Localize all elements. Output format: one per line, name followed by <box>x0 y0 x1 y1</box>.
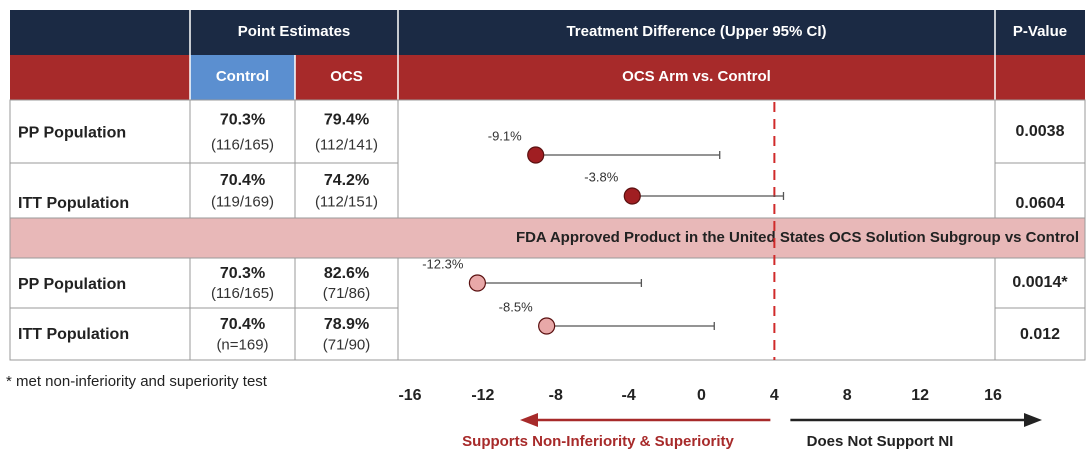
count: (112/141) <box>315 136 378 153</box>
estimate: 70.3% <box>220 111 265 128</box>
count: (n=169) <box>216 336 268 353</box>
subgroup-title: FDA Approved Product in the United State… <box>516 229 1079 246</box>
count: (116/165) <box>211 136 274 153</box>
count: (71/86) <box>323 285 371 302</box>
x-tick-label: -4 <box>622 387 636 404</box>
x-tick-label: 12 <box>911 387 929 404</box>
footnote: * met non-inferiority and superiority te… <box>6 373 268 390</box>
plot-frame <box>397 257 996 361</box>
estimate: 70.4% <box>220 316 265 333</box>
x-tick-label: -8 <box>549 387 563 404</box>
value-label: -8.5% <box>499 299 533 314</box>
value-label: -3.8% <box>584 169 618 184</box>
point <box>538 317 556 335</box>
row-label: ITT Population <box>18 195 129 212</box>
header: Treatment Difference (Upper 95% CI) <box>566 23 826 40</box>
cell <box>294 99 399 164</box>
count: (112/151) <box>315 194 378 211</box>
header: Point Estimates <box>238 23 351 40</box>
arrow-left-head <box>520 413 538 427</box>
value-label: -12.3% <box>422 256 464 271</box>
estimate: 82.6% <box>324 265 369 282</box>
row-label: ITT Population <box>18 326 129 343</box>
count: (119/169) <box>211 194 274 211</box>
subheader: Control <box>216 68 269 85</box>
count: (116/165) <box>211 285 274 302</box>
x-tick-label: 8 <box>843 387 852 404</box>
left-label: Supports Non-Inferiority & Superiority <box>462 433 734 450</box>
estimate: 70.3% <box>220 265 265 282</box>
control-header <box>190 55 295 100</box>
x-tick-label: 4 <box>770 387 779 404</box>
estimate: 78.9% <box>324 316 369 333</box>
estimate: 70.4% <box>220 172 265 189</box>
estimate: 74.2% <box>324 172 369 189</box>
x-tick-label: 16 <box>984 387 1002 404</box>
point <box>623 187 641 205</box>
p-value: 0.0038 <box>1016 123 1065 140</box>
subheader: OCS Arm vs. Control <box>622 68 771 85</box>
subheader-row <box>10 55 1085 100</box>
header-row <box>10 10 1085 55</box>
p-value: 0.0604 <box>1016 195 1065 212</box>
point <box>527 146 545 164</box>
estimate: 79.4% <box>324 111 369 128</box>
subheader: OCS <box>330 68 363 85</box>
x-tick-label: -16 <box>398 387 421 404</box>
value-label: -9.1% <box>488 128 522 143</box>
x-tick-label: -12 <box>471 387 494 404</box>
cell <box>189 99 296 164</box>
x-tick-label: 0 <box>697 387 706 404</box>
header: P-Value <box>1013 23 1067 40</box>
arrow-right-head <box>1024 413 1042 427</box>
p-value: 0.0014* <box>1012 274 1068 291</box>
row-label: PP Population <box>18 125 126 142</box>
row-label: PP Population <box>18 276 126 293</box>
p-value: 0.012 <box>1020 326 1060 343</box>
right-label: Does Not Support NI <box>807 433 954 450</box>
count: (71/90) <box>323 336 371 353</box>
plot-frame <box>397 99 996 219</box>
point <box>468 274 487 292</box>
